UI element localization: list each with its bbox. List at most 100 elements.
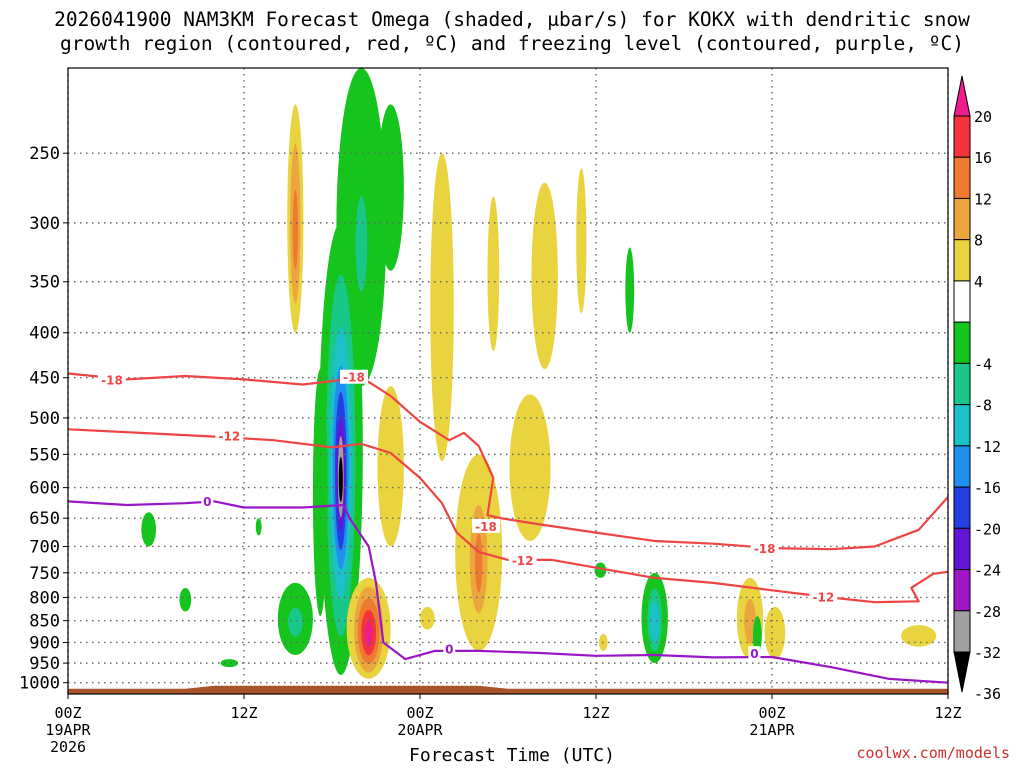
colorbar-label-1: 16 <box>974 149 992 167</box>
colorbar-bin-2 <box>953 156 971 199</box>
contour-line-0 <box>68 372 948 551</box>
contour-label-0-2: -18 <box>475 520 497 534</box>
colorbar-label-6: -8 <box>974 397 992 415</box>
y-tick-label-900: 900 <box>29 633 60 653</box>
colorbar-label-8: -16 <box>974 479 1001 497</box>
y-tick-label-550: 550 <box>29 445 60 465</box>
omega-shade-cell-7-0 <box>377 386 404 547</box>
y-tick-label-300: 300 <box>29 214 60 234</box>
chart-title-line2: growth region (contoured, red, ºC) and f… <box>60 32 964 55</box>
chart-title-line1: 2026041900 NAM3KM Forecast Omega (shaded… <box>54 8 970 31</box>
omega-shade-cell-5-0 <box>312 369 328 617</box>
omega-shade-cell-22-0 <box>594 562 607 578</box>
omega-shade-cell-26-0 <box>255 518 262 536</box>
colorbar-label-4: 4 <box>974 273 983 291</box>
x-tick-label-24-1: 20APR <box>397 721 443 739</box>
x-tick-label-12-0: 12Z <box>230 704 257 722</box>
omega-shade-cell-9-0 <box>487 196 500 352</box>
omega-shade-cell-6-4 <box>365 621 373 647</box>
colorbar-label-7: -12 <box>974 438 1001 456</box>
x-tick-label-36-0: 12Z <box>582 704 609 722</box>
y-tick-label-600: 600 <box>29 479 60 499</box>
omega-shade-cell-10-0 <box>531 182 558 370</box>
y-tick-label-350: 350 <box>29 273 60 293</box>
colorbar-label-2: 12 <box>974 190 992 208</box>
contour-line-2 <box>68 500 948 684</box>
colorbar-label-0: 20 <box>974 108 992 126</box>
colorbar-bin-10 <box>953 486 971 529</box>
y-tick-label-500: 500 <box>29 409 60 429</box>
colorbar-bin-9 <box>953 445 971 488</box>
contour-line-1 <box>68 428 948 604</box>
colorbar-bin-11 <box>953 527 971 571</box>
omega-shade-cell-12-0 <box>509 394 551 541</box>
y-tick-label-750: 750 <box>29 564 60 584</box>
contour-label-2-2: 0 <box>750 647 758 661</box>
omega-shade-cell-8-0 <box>430 153 454 462</box>
colorbar-label-3: 8 <box>974 232 983 250</box>
y-tick-label-450: 450 <box>29 369 60 389</box>
colorbar-bottom-triangle <box>953 651 971 693</box>
ground-surface <box>68 685 948 694</box>
colorbar-label-5: -4 <box>974 355 992 373</box>
x-tick-label-24-0: 00Z <box>406 704 433 722</box>
omega-shade-cell-11-2 <box>475 533 483 593</box>
contour-label-1-0: -12 <box>218 430 240 444</box>
omega-shade-cell-4-1 <box>288 607 303 637</box>
contour-label-1-2: -12 <box>812 590 834 604</box>
x-tick-label-0-2: 2026 <box>50 738 86 756</box>
credit-text: coolwx.com/models <box>856 744 1010 762</box>
contour-label-bg-1-2 <box>809 589 838 604</box>
colorbar-label-13: -36 <box>974 685 1001 703</box>
omega-shade-cell-16-1 <box>744 598 756 644</box>
contour-label-bg-1-0 <box>215 428 244 443</box>
contour-label-2-1: 0 <box>445 643 453 657</box>
y-tick-label-700: 700 <box>29 537 60 557</box>
colorbar-bin-6 <box>953 321 971 364</box>
y-tick-label-850: 850 <box>29 612 60 632</box>
colorbar-label-12: -32 <box>974 644 1001 662</box>
contour-label-bg-2-0 <box>201 493 214 508</box>
x-tick-label-0-1: 19APR <box>45 721 91 739</box>
omega-shade-cell-17-0 <box>764 606 786 660</box>
y-tick-label-650: 650 <box>29 509 60 529</box>
contour-label-1-1: -12 <box>512 554 534 568</box>
contour-label-bg-2-2 <box>748 646 761 661</box>
y-tick-label-950: 950 <box>29 654 60 674</box>
colorbar-bin-8 <box>953 404 971 447</box>
colorbar-bin-1 <box>953 115 971 158</box>
omega-shade-cell-18-0 <box>752 616 762 655</box>
contour-label-2-0: 0 <box>203 495 211 509</box>
omega-shade-cell-24-0 <box>420 606 435 630</box>
contour-label-0-0: -18 <box>101 373 123 387</box>
contour-label-bg-0-1 <box>340 369 368 384</box>
omega-shade-cell-2-0 <box>377 104 404 271</box>
colorbar-bin-3 <box>953 197 971 241</box>
y-tick-label-250: 250 <box>29 144 60 164</box>
contour-label-bg-0-3 <box>750 541 779 556</box>
omega-shade-cell-21-0 <box>179 587 192 612</box>
y-tick-label-800: 800 <box>29 588 60 608</box>
omega-shade-cell-1-1 <box>355 196 368 292</box>
colorbar-bin-4 <box>953 239 971 282</box>
x-tick-label-48-0: 00Z <box>758 704 785 722</box>
omega-shade-cell-19-0 <box>901 625 937 647</box>
contour-label-bg-2-1 <box>443 641 456 656</box>
x-tick-label-48-1: 21APR <box>749 721 795 739</box>
omega-shade-cell-0-2 <box>292 189 298 270</box>
plot-frame <box>67 67 949 695</box>
colorbar-bin-5 <box>953 280 971 323</box>
contour-label-0-3: -18 <box>754 542 776 556</box>
colorbar-bin-7 <box>953 362 971 406</box>
colorbar-label-9: -20 <box>974 520 1001 538</box>
y-tick-label-400: 400 <box>29 324 60 344</box>
colorbar-top-triangle <box>953 75 971 117</box>
omega-shade-cell-25-0 <box>220 659 239 668</box>
contour-label-0-1: -18 <box>343 371 365 385</box>
x-axis-title: Forecast Time (UTC) <box>409 745 615 766</box>
omega-shade-cell-13-0 <box>576 168 587 314</box>
colorbar-label-10: -24 <box>974 562 1001 580</box>
x-tick-label-0-0: 00Z <box>54 704 81 722</box>
y-tick-label-1000: 1000 <box>19 674 60 694</box>
